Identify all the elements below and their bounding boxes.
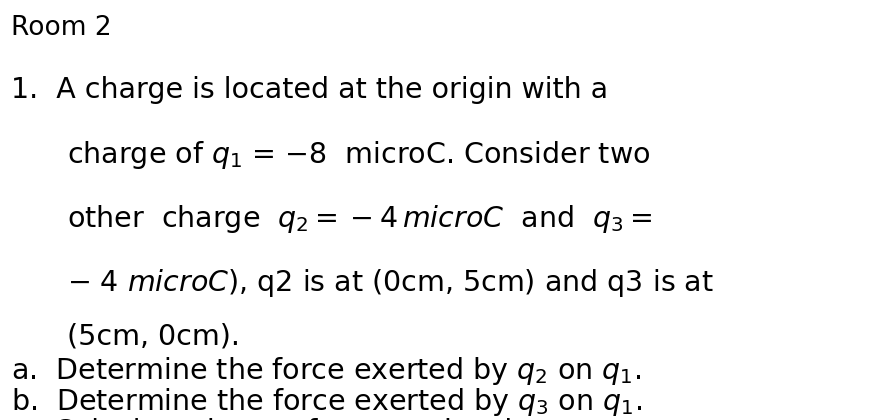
Text: other  charge  $q_2 = -4\,microC$  and  $q_3 =$: other charge $q_2 = -4\,microC$ and $q_3…	[67, 203, 652, 235]
Text: 1.  A charge is located at the origin with a: 1. A charge is located at the origin wit…	[11, 76, 607, 104]
Text: c.  Calculate the net force on the charge.: c. Calculate the net force on the charge…	[11, 418, 596, 420]
Text: b.  Determine the force exerted by $q_3$ on $q_1$.: b. Determine the force exerted by $q_3$ …	[11, 386, 642, 418]
Text: a.  Determine the force exerted by $q_2$ on $q_1$.: a. Determine the force exerted by $q_2$ …	[11, 355, 641, 387]
Text: charge of $q_1$ = −8  microC. Consider two: charge of $q_1$ = −8 microC. Consider tw…	[67, 139, 650, 171]
Text: Room 2: Room 2	[11, 15, 112, 41]
Text: $-$ 4 $microC$), q2 is at (0cm, 5cm) and q3 is at: $-$ 4 $microC$), q2 is at (0cm, 5cm) and…	[67, 267, 714, 299]
Text: (5cm, 0cm).: (5cm, 0cm).	[67, 323, 240, 351]
